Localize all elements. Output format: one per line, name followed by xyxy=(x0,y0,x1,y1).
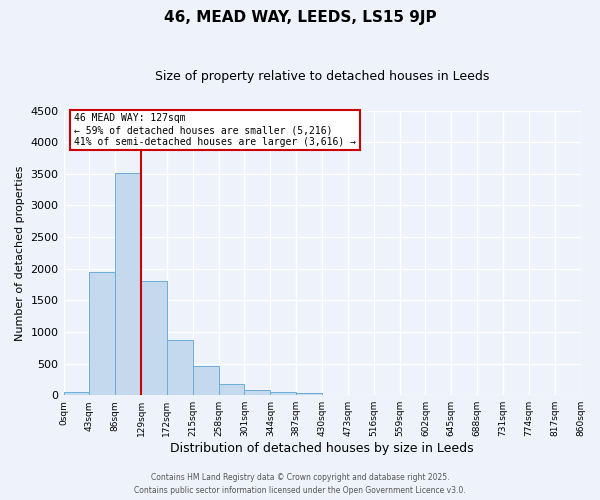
Text: 46 MEAD WAY: 127sqm
← 59% of detached houses are smaller (5,216)
41% of semi-det: 46 MEAD WAY: 127sqm ← 59% of detached ho… xyxy=(74,114,356,146)
Bar xyxy=(218,384,244,395)
Title: Size of property relative to detached houses in Leeds: Size of property relative to detached ho… xyxy=(155,70,489,83)
Bar xyxy=(115,172,141,395)
Bar xyxy=(271,392,296,395)
Bar xyxy=(244,390,271,395)
Text: 46, MEAD WAY, LEEDS, LS15 9JP: 46, MEAD WAY, LEEDS, LS15 9JP xyxy=(164,10,436,25)
X-axis label: Distribution of detached houses by size in Leeds: Distribution of detached houses by size … xyxy=(170,442,474,455)
Bar xyxy=(296,394,322,395)
Y-axis label: Number of detached properties: Number of detached properties xyxy=(15,165,25,340)
Bar xyxy=(322,394,348,395)
Bar xyxy=(64,392,89,395)
Bar xyxy=(167,340,193,395)
Bar xyxy=(89,272,115,395)
Bar xyxy=(141,282,167,395)
Bar xyxy=(193,366,218,395)
Text: Contains HM Land Registry data © Crown copyright and database right 2025.
Contai: Contains HM Land Registry data © Crown c… xyxy=(134,474,466,495)
